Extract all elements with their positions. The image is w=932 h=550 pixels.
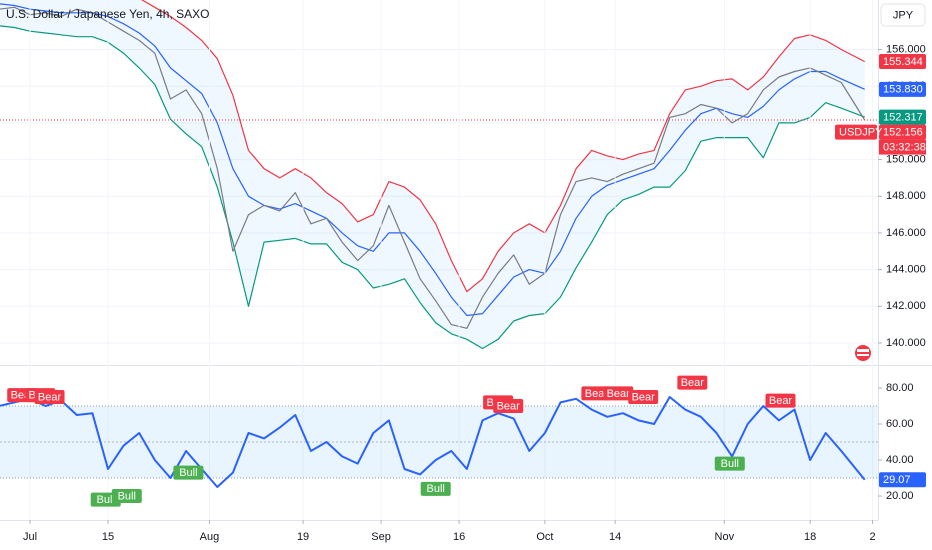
last-value-tag [879,124,926,140]
x-tick-label: 18 [804,531,816,543]
signal-label: Bear [769,395,793,407]
signal-box [603,386,634,401]
x-tick-label: Nov [715,531,735,543]
signal-label: Bear [585,388,609,400]
signal-box [628,389,659,404]
last-value-tag [879,54,926,70]
countdown-tag [879,139,926,155]
signal-label: Bull [179,467,197,479]
chart-title: U.S. Dollar / Japanese Yen, 4h, SAXO [6,7,209,21]
signal-label: Bear [632,391,656,403]
signal-label: Bull [427,483,445,495]
series-line [0,25,865,350]
y-tick-label: 150.000 [886,153,926,165]
signal-label: Bear [497,400,521,412]
y-tick-label: 20.00 [886,490,914,502]
flag-stripe [857,349,869,352]
y-tick-label: 142.000 [886,300,926,312]
y-tick-label: 156.000 [886,43,926,55]
last-value: 152.317 [883,111,923,123]
signal-box [111,489,142,504]
x-tick-label: 15 [102,531,114,543]
last-value: 152.156 [883,126,923,138]
countdown: 03:32:38 [883,141,926,153]
plot-layer: BearBearBearBullBullBullBullBearBearBear… [0,0,882,524]
y-tick-label: 144.000 [886,264,926,276]
signal-label: Bull [721,458,739,470]
y-tick-label: 80.00 [886,382,914,394]
signal-box [677,375,708,390]
x-tick-label: 14 [609,531,621,543]
last-value-tag [879,81,926,97]
series-line [0,6,866,329]
x-tick-label: Sep [371,531,391,543]
last-value: 153.830 [883,84,923,96]
series-line [0,396,866,488]
signal-label: Bull [97,494,115,506]
last-value-tag [879,472,926,488]
x-tick-label: Aug [200,531,220,543]
last-value: 155.344 [883,56,923,68]
signal-box [765,393,796,408]
last-value: 29.07 [883,474,911,486]
y-tick-label: 40.00 [886,454,914,466]
signal-label: Bull [118,490,136,502]
symbol: USDJPY [839,126,883,138]
flag-stripe [857,354,869,356]
signal-label: Bear [38,391,62,403]
y-tick-label: 146.000 [886,227,926,239]
y-tick-label: 148.000 [886,190,926,202]
rsi-band [0,405,878,479]
x-tick-label: Oct [536,531,553,543]
signal-box [173,465,204,480]
signal-box [493,398,524,413]
x-tick-label: 2 [869,531,875,543]
currency[interactable]: JPY [893,9,914,21]
signal-box [34,389,65,404]
y-tick-label: 60.00 [886,418,914,430]
symbol-tag [835,124,877,140]
last-value-tag [879,109,926,125]
band-fill [0,0,865,349]
x-tick-label: 19 [297,531,309,543]
signal-box [714,456,745,471]
x-tick-label: Jul [23,531,37,543]
signal-box [420,481,451,496]
x-tick-label: 16 [453,531,465,543]
series-line [0,3,865,317]
series-line [141,0,865,293]
currency-button[interactable] [880,3,926,27]
signal-label: Bear [681,377,705,389]
y-tick-label: 140.000 [886,337,926,349]
flag-icon [855,345,871,361]
signal-label: Bear [607,388,631,400]
